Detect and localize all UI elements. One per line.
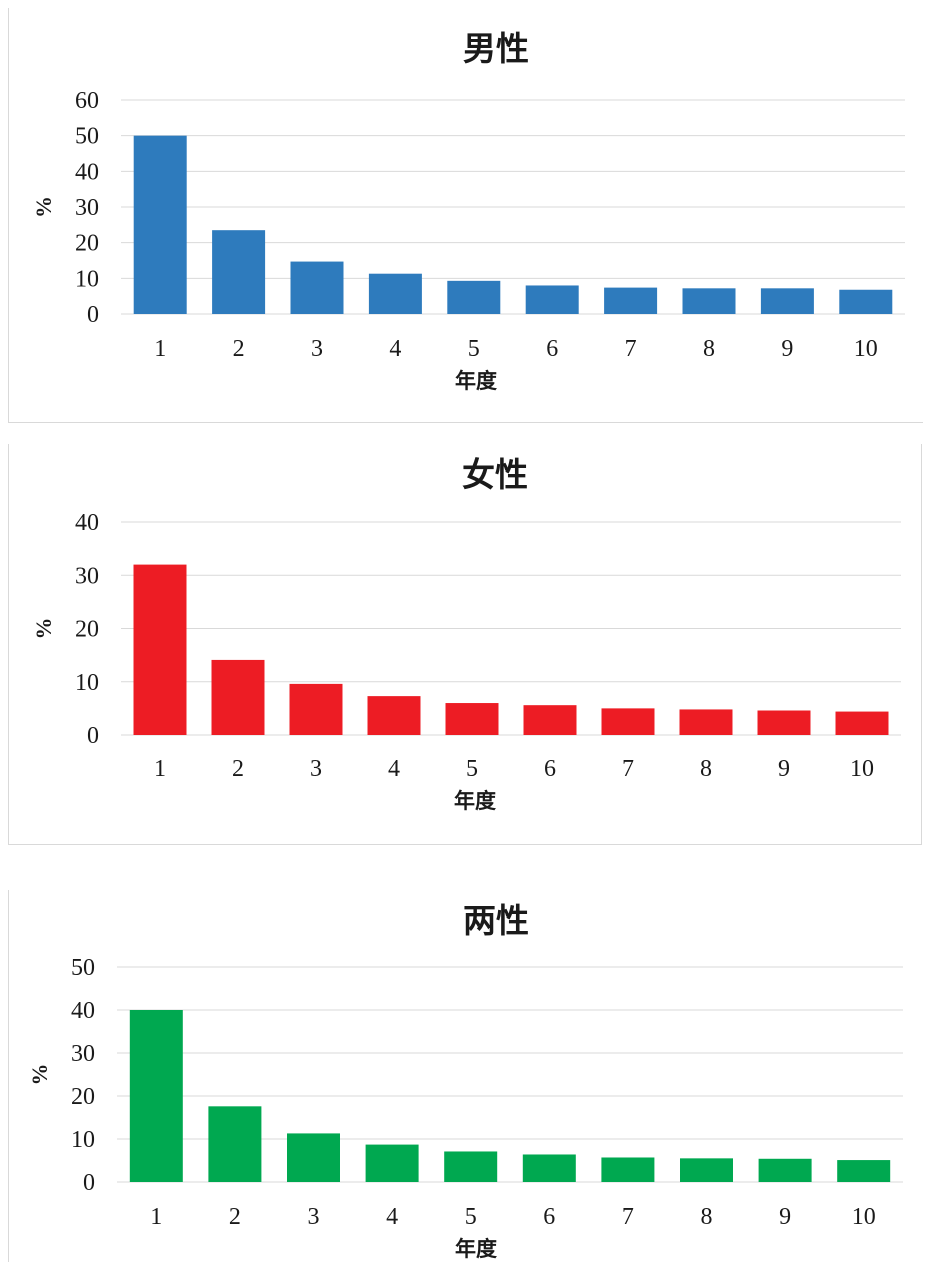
bar-4: [367, 696, 421, 735]
bar-5: [445, 703, 499, 735]
bar-1: [133, 564, 187, 735]
x-tick-label: 3: [308, 1204, 320, 1230]
y-tick-label: 30: [75, 563, 99, 589]
bar-10: [837, 1160, 891, 1182]
x-tick-label: 6: [546, 336, 558, 362]
bar-7: [601, 1157, 655, 1182]
chart-title: 两性: [463, 901, 529, 940]
bar-2: [211, 659, 265, 735]
x-tick-label: 7: [622, 756, 634, 782]
bar-1: [129, 1010, 183, 1182]
x-tick-label: 1: [154, 336, 166, 362]
x-tick-label: 5: [466, 756, 478, 782]
y-tick-label: 30: [71, 1041, 95, 1067]
x-tick-label: 7: [622, 1204, 634, 1230]
x-tick-label: 8: [700, 756, 712, 782]
bar-3: [290, 261, 344, 314]
bar-8: [680, 1158, 733, 1182]
x-tick-label: 10: [850, 756, 874, 782]
y-tick-label: 10: [75, 670, 99, 696]
x-axis-label: 年度: [455, 1237, 497, 1261]
chart-panel-both: 两性 0 10 20 30 40 50% 1 2 3 4 5 6 7 8 9 10 年度: [8, 890, 923, 1262]
x-tick-label: 9: [779, 1204, 791, 1230]
y-tick-label: 40: [71, 998, 95, 1024]
y-tick-label: 0: [87, 723, 99, 749]
bar-10: [839, 289, 893, 314]
chart-panel-male: 男性 0 10 20 30 40 50 60% 1 2 3 4 5 6 7 8 9 10 年度: [8, 8, 923, 423]
bar-1: [133, 135, 187, 314]
chart-both: 两性 0 10 20 30 40 50% 1 2 3 4 5 6 7 8 9 10 年度: [27, 901, 903, 1261]
y-tick-label: 20: [75, 231, 99, 257]
bar-8: [679, 709, 733, 735]
bar-8: [682, 288, 736, 314]
x-tick-label: 1: [150, 1204, 162, 1230]
x-tick-label: 4: [386, 1204, 398, 1230]
x-tick-label: 5: [465, 1204, 477, 1230]
x-tick-label: 2: [229, 1204, 241, 1230]
bar-5: [447, 280, 501, 314]
bar-7: [601, 708, 655, 735]
bar-2: [212, 230, 266, 314]
y-tick-label: 40: [75, 159, 99, 185]
y-tick-label: 10: [75, 266, 99, 292]
bar-9: [758, 1158, 812, 1182]
x-tick-label: 2: [232, 756, 244, 782]
x-tick-label: 7: [625, 336, 637, 362]
bar-2: [208, 1106, 262, 1182]
x-tick-label: 6: [543, 1204, 555, 1230]
y-tick-label: 30: [75, 195, 99, 221]
y-tick-label: 20: [75, 617, 99, 643]
bar-3: [289, 683, 343, 735]
bar-3: [287, 1133, 340, 1182]
bar-7: [604, 287, 658, 314]
x-tick-label: 2: [233, 336, 245, 362]
bar-9: [760, 288, 814, 314]
x-tick-label: 9: [778, 756, 790, 782]
chart-female: 女性 0 10 20 30 40% 1 2 3 4 5 6 7 8 9 10 年度: [31, 455, 901, 813]
y-axis-label: %: [31, 196, 56, 218]
x-tick-label: 10: [852, 1204, 876, 1230]
y-axis-label: %: [31, 618, 56, 640]
chart-panel-female: 女性 0 10 20 30 40% 1 2 3 4 5 6 7 8 9 10 年度: [8, 444, 922, 845]
x-tick-label: 6: [544, 756, 556, 782]
x-tick-label: 8: [701, 1204, 713, 1230]
y-tick-label: 0: [83, 1170, 95, 1196]
bar-4: [368, 273, 422, 314]
chart-title: 女性: [462, 455, 528, 494]
bar-6: [525, 285, 579, 314]
y-tick-label: 10: [71, 1127, 95, 1153]
x-tick-label: 1: [154, 756, 166, 782]
y-tick-label: 0: [87, 302, 99, 328]
bar-5: [444, 1151, 498, 1182]
x-tick-label: 3: [310, 756, 322, 782]
bar-6: [522, 1154, 576, 1182]
bar-4: [365, 1144, 419, 1182]
x-tick-label: 3: [311, 336, 323, 362]
x-tick-label: 4: [389, 336, 401, 362]
x-tick-label: 10: [854, 336, 878, 362]
bar-10: [835, 711, 889, 735]
y-tick-label: 60: [75, 88, 99, 114]
x-tick-label: 4: [388, 756, 400, 782]
x-axis-label: 年度: [454, 789, 496, 813]
y-tick-label: 50: [71, 955, 95, 981]
bar-6: [523, 705, 577, 735]
y-tick-label: 50: [75, 124, 99, 150]
x-tick-label: 5: [468, 336, 480, 362]
chart-male: 男性 0 10 20 30 40 50 60% 1 2 3 4 5 6 7 8 9 10 年度: [31, 29, 905, 393]
y-axis-label: %: [27, 1064, 52, 1086]
y-tick-label: 40: [75, 510, 99, 536]
y-tick-label: 20: [71, 1084, 95, 1110]
x-tick-label: 8: [703, 336, 715, 362]
x-tick-label: 9: [781, 336, 793, 362]
chart-title: 男性: [463, 29, 529, 68]
bar-9: [757, 710, 811, 735]
x-axis-label: 年度: [455, 369, 497, 393]
